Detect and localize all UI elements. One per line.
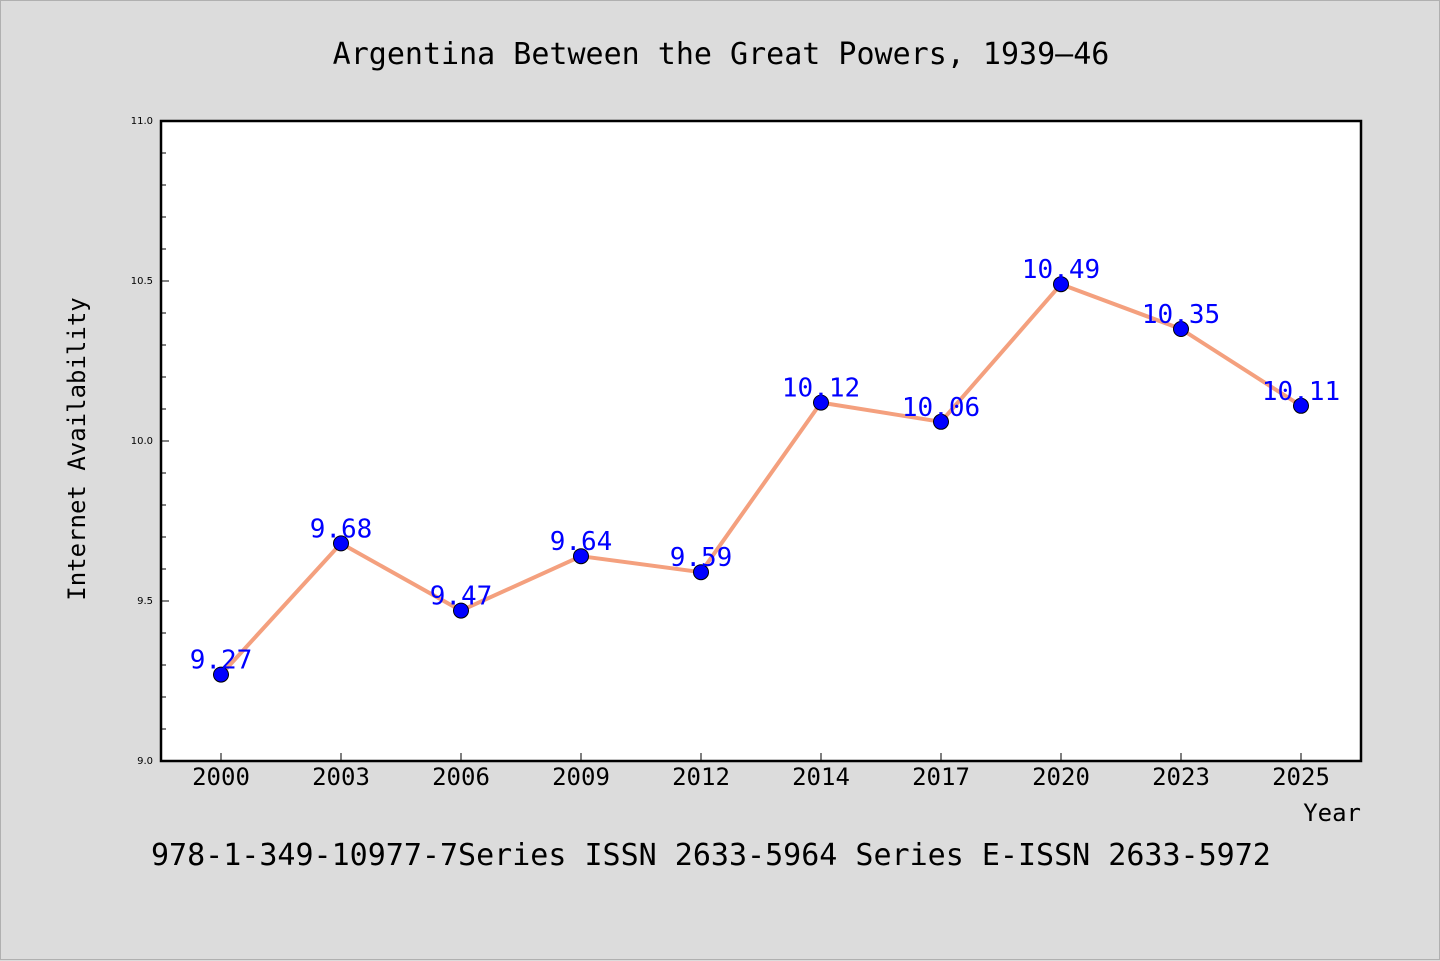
y-tick-label: 9.0	[137, 756, 153, 767]
data-label: 9.27	[190, 646, 253, 676]
data-point	[1173, 321, 1189, 337]
footer-isbn-issn: 978-1-349-10977-7Series ISSN 2633-5964 S…	[151, 838, 1271, 873]
data-point	[693, 564, 709, 581]
plot-area	[159, 119, 1363, 763]
chart-title: Argentina Between the Great Powers, 1939…	[333, 37, 1110, 72]
series-group: 9.27 9.68 9.47 9.64 9.59 10.12 10.06 10.49 10.35…	[190, 255, 1340, 683]
series-line	[219, 282, 1303, 676]
data-point	[573, 548, 589, 565]
data-label: 10.06	[902, 393, 980, 423]
x-tick-label: 2023	[1152, 763, 1210, 791]
data-point	[813, 394, 829, 411]
data-point	[453, 602, 469, 619]
y-tick-label: 11.0	[131, 116, 153, 127]
x-axis: 2000 2003 2006 2009 2012 2014 2017 2020 2023 2025	[192, 753, 1330, 791]
data-point	[1293, 397, 1309, 414]
x-tick-label: 2014	[792, 763, 850, 791]
y-tick-label: 10.5	[131, 276, 153, 287]
data-point	[933, 413, 949, 430]
data-label: 10.49	[1022, 255, 1100, 285]
y-axis-label: Internet Availability	[63, 297, 91, 600]
x-axis-label: Year	[1303, 799, 1361, 827]
data-label: 10.12	[782, 374, 860, 404]
x-tick-label: 2017	[912, 763, 970, 791]
x-tick-label: 2020	[1032, 763, 1090, 791]
data-label: 9.68	[310, 514, 373, 544]
data-label: 9.47	[430, 582, 493, 612]
x-tick-label: 2025	[1272, 763, 1330, 791]
x-tick-label: 2012	[672, 763, 730, 791]
x-tick-label: 2009	[552, 763, 610, 791]
y-tick-label: 9.5	[137, 596, 153, 607]
data-point	[213, 666, 229, 683]
data-point	[333, 535, 349, 552]
data-label: 9.59	[670, 543, 733, 573]
x-tick-label: 2000	[192, 763, 250, 791]
data-label: 10.11	[1262, 377, 1340, 407]
x-tick-label: 2006	[432, 763, 490, 791]
y-axis: 9.0 9.5 10.0 10.5 11.0	[131, 116, 169, 767]
x-tick-label: 2003	[312, 763, 370, 791]
data-point	[1053, 276, 1069, 293]
y-tick-label: 10.0	[131, 436, 153, 447]
data-label: 9.64	[550, 527, 613, 557]
data-label: 10.35	[1142, 300, 1220, 330]
